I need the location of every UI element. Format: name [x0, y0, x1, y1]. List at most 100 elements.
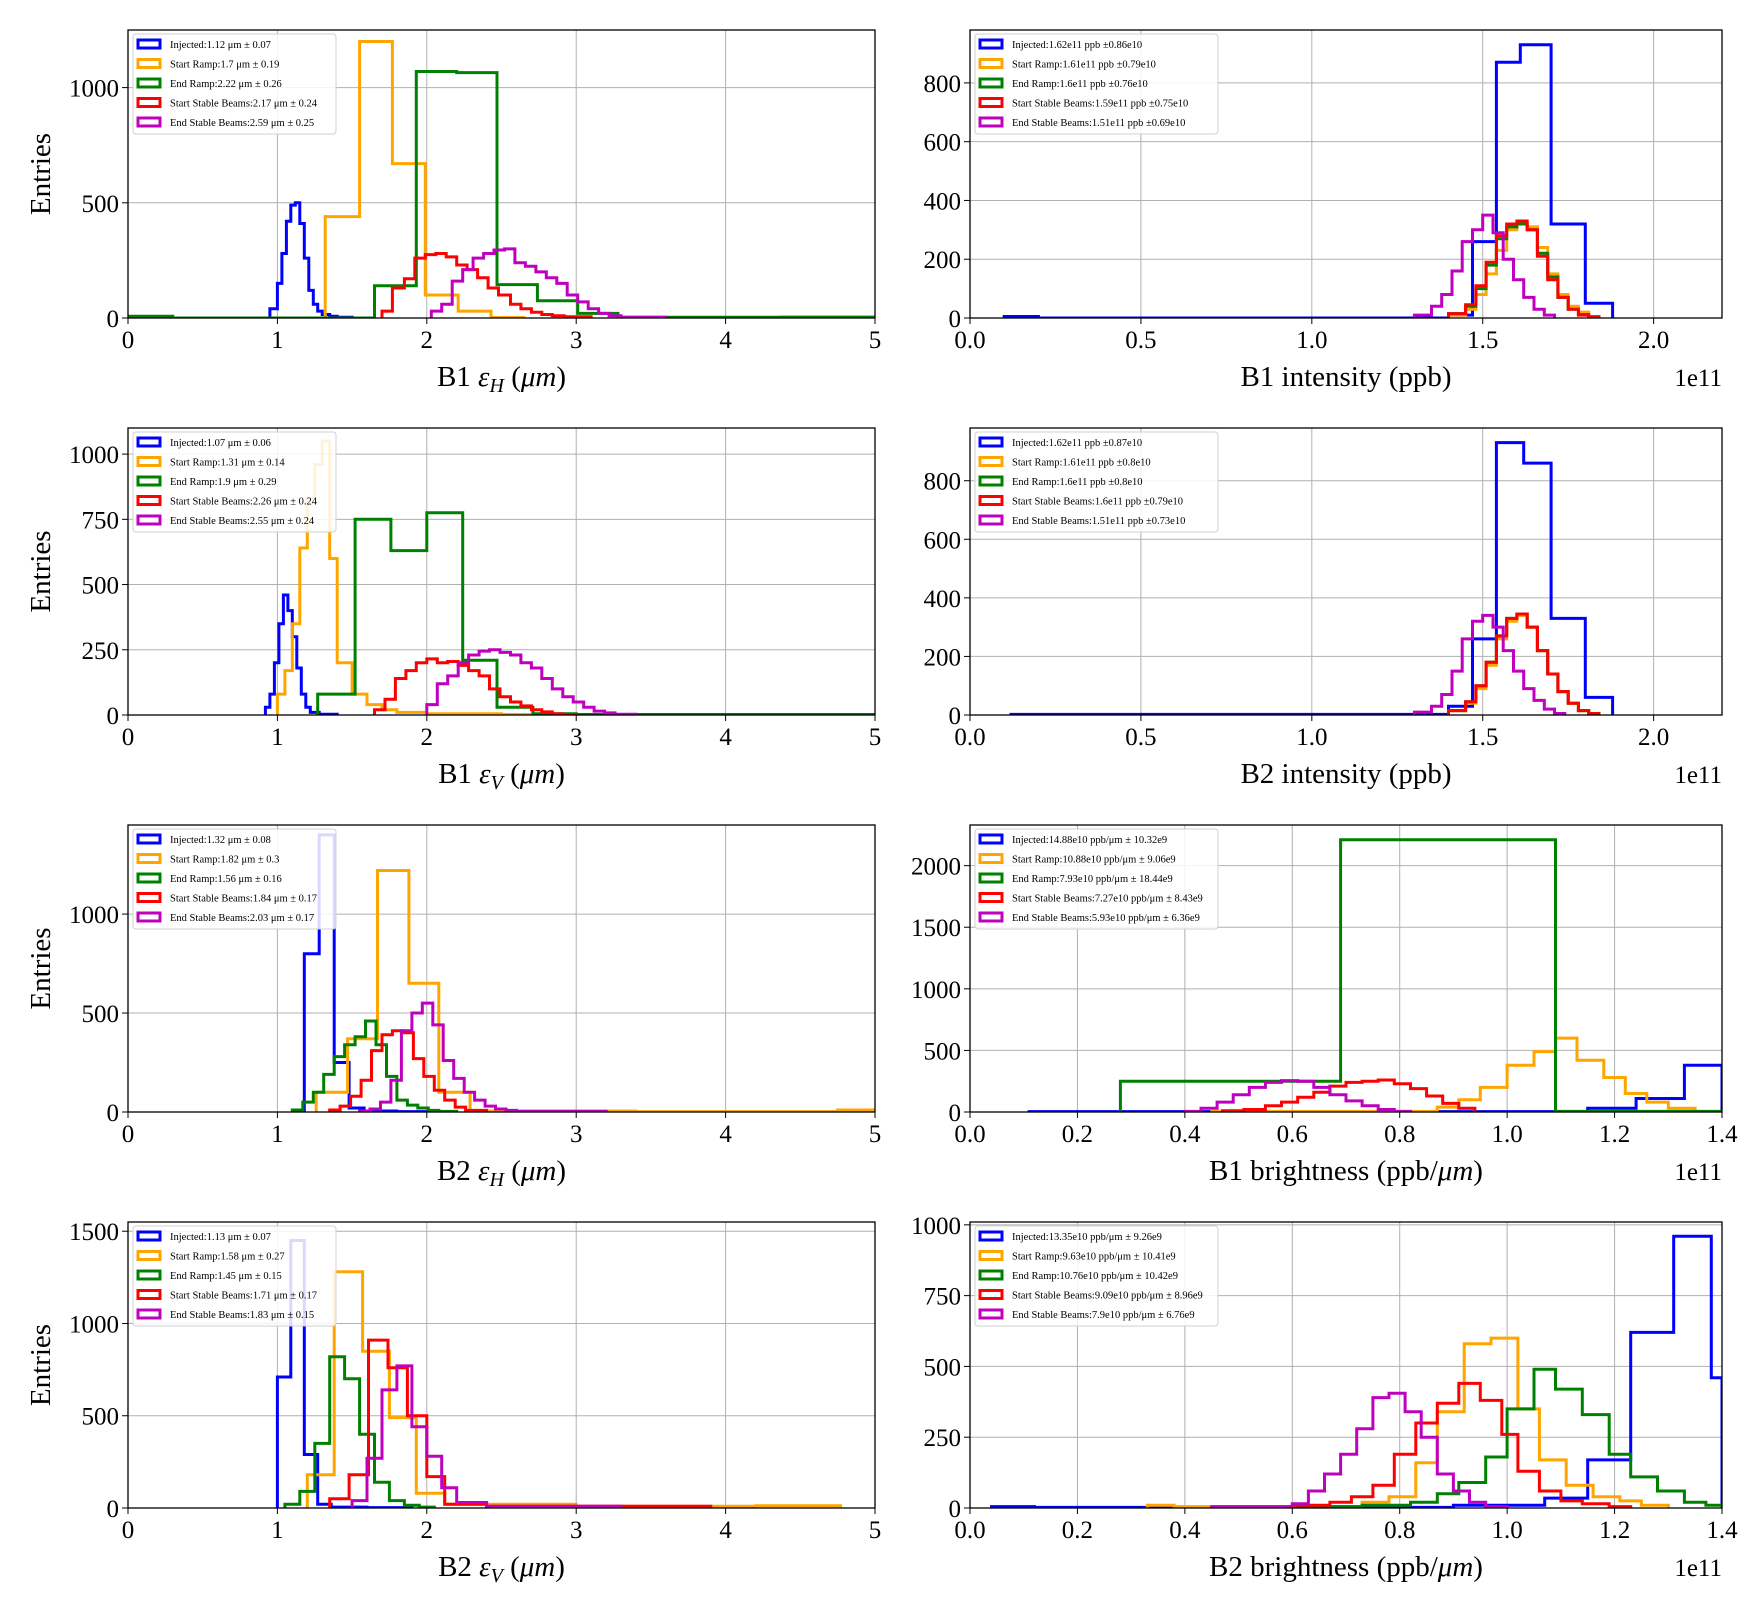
series-start-ramp	[1145, 1336, 1670, 1508]
legend-swatch	[136, 97, 162, 108]
series-start-stable-beams	[373, 657, 578, 715]
legend-swatch	[978, 853, 1004, 864]
y-tick-label: 1000	[69, 902, 119, 929]
y-axis-label: Entries	[25, 1324, 57, 1406]
x-axis-label: B2 brightness (ppb/μm)	[1209, 1551, 1483, 1583]
y-tick-label: 500	[82, 1404, 120, 1431]
legend-entry: End Stable Beams:1.51e11 ppb ±0.69e10	[1012, 118, 1185, 129]
legend-swatch	[978, 1230, 1004, 1242]
series-start-stable-beams	[380, 252, 593, 318]
x-tick-label: 2.0	[1638, 724, 1669, 751]
legend-box	[974, 431, 1219, 533]
y-tick-label: 600	[924, 130, 962, 157]
y-tick-label: 800	[924, 71, 962, 98]
legend-entry: Start Ramp:9.63e10 ppb/μm ± 10.41e9	[1012, 1252, 1176, 1263]
series-start-stable-beams	[1221, 1078, 1477, 1112]
series-end-stable-beams	[350, 1364, 623, 1508]
y-tick-label: 1500	[911, 915, 961, 942]
x-tick-label: 1	[271, 327, 284, 354]
series-end-ramp	[316, 511, 875, 715]
legend-swatch	[136, 58, 162, 69]
x-offset-text: 1e11	[1674, 762, 1722, 789]
legend-swatch	[136, 1250, 162, 1261]
legend-entry: End Stable Beams:2.55 μm ± 0.24	[170, 516, 315, 527]
legend-entry: End Ramp:1.9 μm ± 0.29	[170, 477, 276, 488]
legend-swatch	[136, 116, 162, 128]
x-tick-label: 1	[271, 724, 284, 751]
y-tick-label: 0	[107, 1496, 120, 1523]
legend-entry: Start Stable Beams:1.71 μm ± 0.17	[170, 1291, 317, 1302]
x-tick-label: 0.0	[954, 1121, 985, 1148]
legend-entry: Injected:1.62e11 ppb ±0.86e10	[1012, 40, 1142, 51]
x-tick-label: 3	[570, 1121, 583, 1148]
y-tick-label: 500	[82, 573, 120, 600]
y-tick-label: 200	[924, 247, 962, 274]
series-group	[290, 833, 875, 1112]
legend: Injected:1.62e11 ppb ±0.86e10 Start Ramp:…	[974, 33, 1219, 135]
plot-frame	[969, 1221, 1723, 1509]
legend-entry: Start Stable Beams:1.6e11 ppb ±0.79e10	[1012, 497, 1183, 508]
x-tick-label: 1.0	[1492, 1517, 1523, 1544]
legend-entry: Injected:1.32 μm ± 0.08	[170, 835, 271, 846]
x-tick-label: 0	[122, 1517, 135, 1544]
legend: Injected:1.32 μm ± 0.08 Start Ramp:1.82 μ…	[132, 828, 337, 930]
legend-swatch	[978, 911, 1004, 923]
x-tick-label: 0	[122, 1121, 135, 1148]
x-tick-label: 0	[122, 327, 135, 354]
series-end-ramp	[128, 70, 875, 318]
x-tick-label: 2	[421, 1517, 434, 1544]
legend: Injected:1.62e11 ppb ±0.87e10 Start Ramp:…	[974, 431, 1219, 533]
legend-swatch	[136, 1230, 162, 1242]
legend: Injected:1.12 μm ± 0.07 Start Ramp:1.7 μm…	[132, 33, 337, 135]
legend-entry: Injected:14.88e10 ppb/μm ± 10.32e9	[1012, 835, 1167, 846]
y-tick-label: 1000	[69, 1311, 119, 1338]
legend-swatch	[978, 1269, 1004, 1281]
x-tick-label: 0.8	[1384, 1121, 1415, 1148]
y-tick-label: 1000	[911, 1213, 961, 1240]
legend-swatch	[136, 833, 162, 845]
x-tick-label: 2	[421, 1121, 434, 1148]
legend-entry: Injected:1.13 μm ± 0.07	[170, 1232, 271, 1243]
series-start-ramp	[314, 869, 875, 1112]
panel-b1-brightness: 0.0 0.2 0.4 0.6 0.8 1.0 1.2 1.4 0 500 1000 1500 2000…	[911, 824, 1738, 1187]
legend-entry: End Ramp:1.6e11 ppb ±0.8e10	[1012, 477, 1142, 488]
y-tick-label: 1000	[69, 442, 119, 469]
x-tick-label: 0.0	[954, 1517, 985, 1544]
y-tick-label: 400	[924, 188, 962, 215]
x-offset-text: 1e11	[1674, 1555, 1722, 1582]
y-tick-label: 1500	[69, 1219, 119, 1246]
legend-swatch	[978, 77, 1004, 89]
x-offset-text: 1e11	[1674, 1159, 1722, 1186]
y-tick-label: 250	[82, 638, 120, 665]
legend-swatch	[136, 1269, 162, 1281]
legend-swatch	[978, 872, 1004, 884]
legend-entry: End Stable Beams:1.51e11 ppb ±0.73e10	[1012, 516, 1185, 527]
legend-entry: End Stable Beams:5.93e10 ppb/μm ± 6.36e9	[1012, 913, 1200, 924]
legend-swatch	[136, 1289, 162, 1300]
y-tick-label: 500	[924, 1038, 962, 1065]
y-tick-label: 0	[949, 1100, 962, 1127]
legend-entry: End Ramp:1.56 μm ± 0.16	[170, 874, 282, 885]
legend: Injected:1.07 μm ± 0.06 Start Ramp:1.31 μ…	[132, 431, 337, 533]
x-tick-label: 3	[570, 1517, 583, 1544]
legend-swatch	[978, 475, 1004, 487]
y-tick-label: 500	[82, 191, 120, 218]
legend-entry: Start Stable Beams:1.84 μm ± 0.17	[170, 894, 317, 905]
x-tick-label: 1	[271, 1121, 284, 1148]
series-group	[1009, 441, 1615, 715]
series-start-stable-beams	[1447, 219, 1601, 318]
x-tick-label: 5	[869, 327, 882, 354]
x-tick-label: 0.2	[1062, 1121, 1093, 1148]
plot-frame	[127, 824, 876, 1113]
legend-swatch	[978, 456, 1004, 467]
y-axis-label: Entries	[25, 530, 57, 612]
x-tick-label: 0.2	[1062, 1517, 1093, 1544]
series-group	[990, 1234, 1722, 1508]
y-tick-label: 250	[924, 1425, 962, 1452]
x-axis-label: B1 brightness (ppb/μm)	[1209, 1155, 1483, 1187]
series-end-ramp	[1290, 1367, 1722, 1508]
x-axis-label: B2 εV (μm)	[438, 1551, 565, 1587]
x-tick-label: 4	[719, 327, 732, 354]
legend-swatch	[978, 436, 1004, 448]
panel-b2-intensity: 0.0 0.5 1.0 1.5 2.0 0 200 400 600 800 B2 intensity…	[924, 427, 1723, 790]
